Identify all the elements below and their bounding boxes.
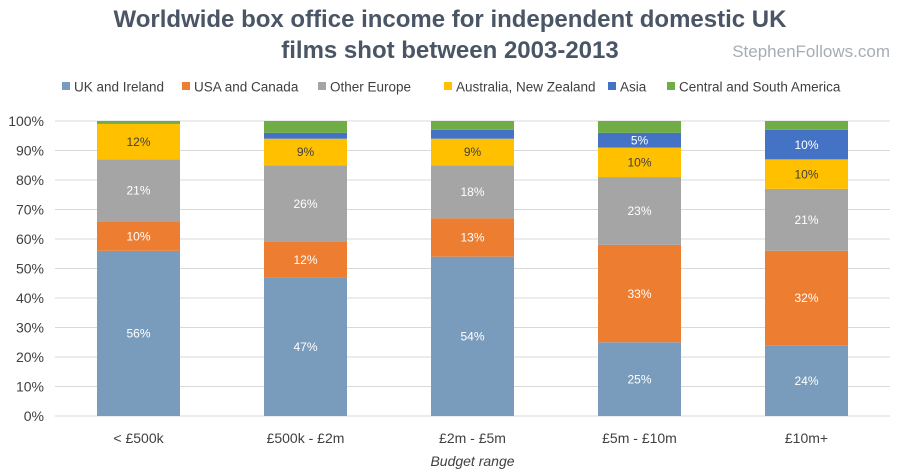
y-tick-label: 0% <box>24 408 44 424</box>
legend-label: Asia <box>620 80 647 95</box>
legend-label: Central and South America <box>679 80 841 95</box>
y-tick-label: 100% <box>8 113 44 129</box>
watermark: StephenFollows.com <box>732 42 890 61</box>
data-label: 21% <box>126 184 150 198</box>
legend-swatch <box>182 82 190 90</box>
bar-segment <box>765 345 848 416</box>
data-label: 54% <box>460 330 484 344</box>
y-tick-label: 10% <box>16 379 44 395</box>
data-label: 18% <box>460 185 484 199</box>
bar-segment <box>264 165 347 242</box>
bar-segment <box>598 177 681 245</box>
chart-title: Worldwide box office income for independ… <box>0 4 900 66</box>
data-label: 5% <box>631 133 649 147</box>
x-tick-label: < £500k <box>113 430 164 446</box>
data-label: 47% <box>293 340 317 354</box>
bar-segment <box>97 221 180 251</box>
bar-segment <box>264 121 347 133</box>
bar-segment <box>97 159 180 222</box>
bar-segment <box>765 250 848 346</box>
y-tick-label: 80% <box>16 172 44 188</box>
bar-segment <box>431 129 514 139</box>
bar-segment <box>431 218 514 257</box>
legend-swatch <box>608 82 616 90</box>
bar-segment <box>97 250 180 416</box>
data-label: 9% <box>297 145 315 159</box>
bar-segment <box>264 138 347 166</box>
legend-swatch <box>62 82 70 90</box>
y-tick-label: 40% <box>16 290 44 306</box>
bar-segment <box>765 188 848 251</box>
bar-segment <box>431 121 514 130</box>
data-label: 12% <box>293 253 317 267</box>
data-label: 9% <box>464 145 482 159</box>
bar-segment <box>431 256 514 416</box>
legend-label: USA and Canada <box>194 80 299 95</box>
data-label: 32% <box>794 291 818 305</box>
bar-segment <box>598 342 681 416</box>
data-label: 12% <box>126 135 150 149</box>
legend-label: Other Europe <box>330 80 411 95</box>
data-label: 24% <box>794 374 818 388</box>
x-tick-label: £5m - £10m <box>602 430 677 446</box>
data-label: 21% <box>794 213 818 227</box>
bar-segment <box>97 121 180 124</box>
bar-segment <box>431 165 514 219</box>
y-tick-label: 50% <box>16 261 44 277</box>
data-label: 10% <box>627 156 651 170</box>
data-label: 10% <box>794 138 818 152</box>
legend-label: Australia, New Zealand <box>456 80 596 95</box>
y-tick-label: 20% <box>16 349 44 365</box>
x-tick-label: £500k - £2m <box>267 430 345 446</box>
bar-segment <box>431 138 514 166</box>
bar-segment <box>264 241 347 278</box>
data-label: 33% <box>627 287 651 301</box>
bar-segment <box>598 132 681 148</box>
bar-segment <box>765 159 848 189</box>
x-axis-title: Budget range <box>430 453 514 469</box>
bar-segment <box>765 129 848 160</box>
legend-swatch <box>444 82 452 90</box>
bar-segment <box>765 121 848 130</box>
legend-label: UK and Ireland <box>74 80 164 95</box>
data-label: 10% <box>126 229 150 243</box>
bar-segment <box>264 277 347 416</box>
data-label: 13% <box>460 231 484 245</box>
y-tick-label: 60% <box>16 231 44 247</box>
y-tick-label: 30% <box>16 320 44 336</box>
data-label: 10% <box>794 167 818 181</box>
x-tick-label: £2m - £5m <box>439 430 506 446</box>
data-label: 56% <box>126 327 150 341</box>
bar-segment <box>97 123 180 160</box>
bar-segment <box>264 132 347 139</box>
bar-segment <box>598 147 681 178</box>
chart-title-line-1: Worldwide box office income for independ… <box>113 6 787 33</box>
y-tick-label: 70% <box>16 202 44 218</box>
data-label: 25% <box>627 372 651 386</box>
bar-segment <box>598 121 681 133</box>
data-label: 26% <box>293 197 317 211</box>
legend-swatch <box>667 82 675 90</box>
data-label: 23% <box>627 204 651 218</box>
legend-swatch <box>318 82 326 90</box>
x-tick-label: £10m+ <box>785 430 828 446</box>
chart-title-line-2: films shot between 2003-2013 <box>281 37 619 64</box>
y-tick-label: 90% <box>16 143 44 159</box>
bar-segment <box>598 244 681 343</box>
